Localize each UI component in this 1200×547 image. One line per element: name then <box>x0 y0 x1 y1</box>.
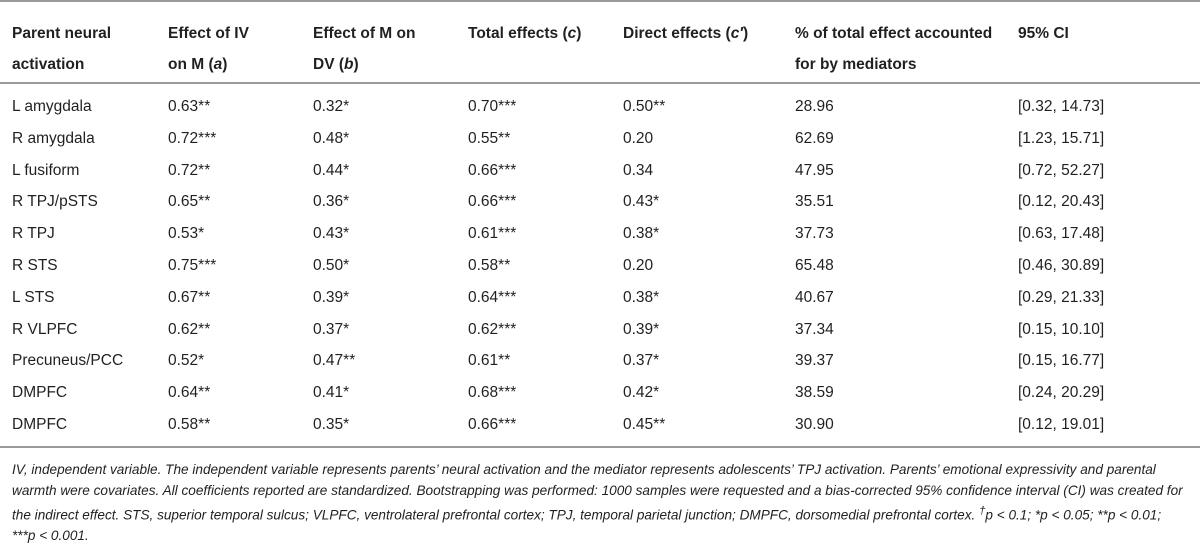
table-row-label: R TPJ <box>12 225 55 243</box>
table-cell: 40.67 <box>795 288 834 306</box>
table-row-label: R amygdala <box>12 129 95 147</box>
table-cell: 0.55** <box>468 129 511 147</box>
table-cell: 0.42* <box>623 384 660 402</box>
table-cell: 0.53* <box>168 225 205 243</box>
table-cell: 0.43* <box>623 193 660 211</box>
table-cell: [0.72, 52.27] <box>1018 161 1105 179</box>
table-cell: 0.64*** <box>468 288 517 306</box>
table-bottom-rule <box>0 446 1200 448</box>
table-cell: 37.34 <box>795 320 834 338</box>
table-cell: [0.15, 16.77] <box>1018 352 1105 370</box>
table-cell: 0.47** <box>313 352 356 370</box>
table-cell: 0.39* <box>623 320 660 338</box>
table-cell: 0.61*** <box>468 225 517 243</box>
header-effect-m-on-dv: Effect of M on DV (b) <box>313 25 416 73</box>
table-top-rule <box>0 0 1200 2</box>
table-cell: 0.61** <box>468 352 511 370</box>
table-cell: 65.48 <box>795 257 834 274</box>
table-cell: 0.66*** <box>468 193 517 211</box>
table-header-rule <box>0 82 1200 84</box>
table-cell: 0.50** <box>623 98 666 115</box>
header-parent-neural-activation: Parent neural activation <box>12 25 112 73</box>
table-cell: 39.37 <box>795 352 834 370</box>
table-cell: [0.63, 17.48] <box>1018 225 1105 243</box>
table-cell: 0.45** <box>623 416 666 433</box>
table-cell: 0.58** <box>468 257 511 274</box>
table-cell: 0.52* <box>168 352 205 370</box>
table-cell: 37.73 <box>795 225 834 243</box>
table-cell: 0.37* <box>623 352 660 370</box>
table-cell: 0.50* <box>313 257 350 274</box>
table-cell: 0.72*** <box>168 129 217 147</box>
table-cell: [0.32, 14.73] <box>1018 98 1105 115</box>
table-cell: 0.36* <box>313 193 350 211</box>
table-cell: 0.75*** <box>168 257 217 274</box>
table-cell: 0.62*** <box>468 320 517 338</box>
table-cell: 0.48* <box>313 129 350 147</box>
table-cell: [0.46, 30.89] <box>1018 257 1105 274</box>
table-cell: 0.65** <box>168 193 211 211</box>
table-cell: 0.66*** <box>468 161 517 179</box>
table-cell: 0.68*** <box>468 384 517 402</box>
table-cell: [0.12, 19.01] <box>1018 416 1105 433</box>
table-cell: 0.64** <box>168 384 211 402</box>
table-cell: [0.24, 20.29] <box>1018 384 1105 402</box>
table-cell: 0.43* <box>313 225 350 243</box>
table-cell: 47.95 <box>795 161 834 179</box>
table-row-label: R STS <box>12 257 58 274</box>
table-cell: 0.66*** <box>468 416 517 433</box>
table-cell: 0.62** <box>168 320 211 338</box>
table-cell: 0.72** <box>168 161 211 179</box>
table-cell: 30.90 <box>795 416 834 433</box>
table-cell: 0.41* <box>313 384 350 402</box>
table-cell: 0.70*** <box>468 98 517 115</box>
table-cell: 62.69 <box>795 129 834 147</box>
table-cell: 0.20 <box>623 129 654 147</box>
header-total-effects: Total effects (c) <box>468 25 582 42</box>
table-cell: 0.35* <box>313 416 350 433</box>
table-cell: 0.32* <box>313 98 350 115</box>
table-row-label: L amygdala <box>12 98 92 115</box>
table-row-label: L fusiform <box>12 161 80 179</box>
table-cell: 0.39* <box>313 288 350 306</box>
table-cell: 35.51 <box>795 193 834 211</box>
table-row-label: R TPJ/pSTS <box>12 193 98 211</box>
table-cell: 0.38* <box>623 288 660 306</box>
table-row-label: L STS <box>12 288 55 306</box>
header-percent-total-effect: % of total effect accounted for by mediat… <box>795 25 993 73</box>
dagger-symbol: † <box>979 505 986 517</box>
table-cell: 0.38* <box>623 225 660 243</box>
table-row-label: DMPFC <box>12 384 68 402</box>
table-cell: [0.15, 10.10] <box>1018 320 1105 338</box>
table-cell: 0.34 <box>623 161 654 179</box>
table-cell: 0.37* <box>313 320 350 338</box>
table-row-label: R VLPFC <box>12 320 78 338</box>
header-effect-iv-on-m: Effect of IV on M (a) <box>168 25 249 73</box>
table-cell: [0.29, 21.33] <box>1018 288 1105 306</box>
table-cell: [1.23, 15.71] <box>1018 129 1105 147</box>
table-cell: [0.12, 20.43] <box>1018 193 1105 211</box>
table-cell: 38.59 <box>795 384 834 402</box>
table-cell: 28.96 <box>795 98 834 115</box>
table-cell: 0.63** <box>168 98 211 115</box>
table-row-label: DMPFC <box>12 416 68 433</box>
table-cell: 0.44* <box>313 161 350 179</box>
header-95-ci: 95% CI <box>1018 25 1069 42</box>
table-cell: 0.58** <box>168 416 211 433</box>
table-cell: 0.20 <box>623 257 654 274</box>
header-direct-effects: Direct effects (c′) <box>623 25 749 42</box>
table-footnote: IV, independent variable. The independen… <box>12 462 1183 544</box>
table-cell: 0.67** <box>168 288 211 306</box>
table-row-label: Precuneus/PCC <box>12 352 124 370</box>
